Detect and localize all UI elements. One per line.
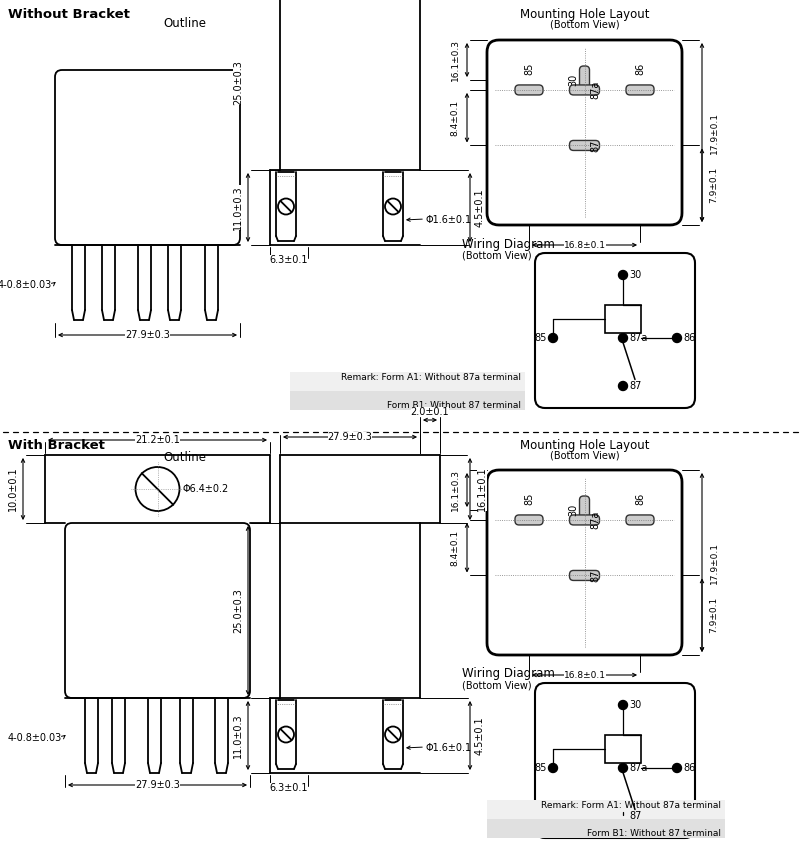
- Text: (Bottom View): (Bottom View): [462, 251, 532, 261]
- FancyBboxPatch shape: [570, 141, 599, 150]
- Text: Remark: Form A1: Without 87a terminal: Remark: Form A1: Without 87a terminal: [541, 801, 721, 809]
- Text: 6.3±0.1: 6.3±0.1: [270, 255, 308, 265]
- Text: (Bottom View): (Bottom View): [550, 451, 620, 461]
- Text: 87: 87: [590, 139, 601, 152]
- Text: 11.0±0.3: 11.0±0.3: [233, 186, 243, 230]
- Text: Φ1.6±0.1: Φ1.6±0.1: [425, 743, 471, 753]
- FancyBboxPatch shape: [515, 85, 543, 95]
- Text: 11.0±0.3: 11.0±0.3: [233, 713, 243, 758]
- FancyBboxPatch shape: [579, 496, 590, 524]
- Text: 25.0±0.3: 25.0±0.3: [233, 60, 243, 105]
- Text: Form B1: Without 87 terminal: Form B1: Without 87 terminal: [587, 828, 721, 837]
- Circle shape: [673, 764, 682, 772]
- Text: 10.0±0.1: 10.0±0.1: [8, 467, 18, 511]
- Text: 85: 85: [534, 763, 547, 773]
- Text: Φ6.4±0.2: Φ6.4±0.2: [182, 484, 229, 494]
- FancyBboxPatch shape: [626, 515, 654, 525]
- FancyBboxPatch shape: [626, 85, 654, 95]
- Text: 16.1±0.3: 16.1±0.3: [450, 469, 459, 511]
- Text: 16.8±0.1: 16.8±0.1: [563, 671, 606, 679]
- Text: 30: 30: [569, 504, 578, 516]
- Text: Remark: Form A1: Without 87a terminal: Remark: Form A1: Without 87a terminal: [341, 373, 521, 381]
- Bar: [605, 735, 641, 763]
- Text: 85: 85: [524, 63, 534, 75]
- Text: Mounting Hole Layout: Mounting Hole Layout: [520, 439, 650, 452]
- Text: 25.0±0.3: 25.0±0.3: [233, 588, 243, 633]
- Circle shape: [618, 701, 627, 709]
- Text: Φ1.6±0.1: Φ1.6±0.1: [425, 215, 471, 225]
- Text: With Bracket: With Bracket: [8, 439, 105, 452]
- FancyBboxPatch shape: [570, 570, 599, 581]
- Text: 87: 87: [629, 381, 642, 391]
- Circle shape: [618, 270, 627, 280]
- Text: 27.9±0.3: 27.9±0.3: [125, 330, 170, 340]
- Text: 86: 86: [683, 763, 695, 773]
- Text: 27.9±0.3: 27.9±0.3: [135, 780, 180, 790]
- Circle shape: [618, 381, 627, 390]
- Text: 87a: 87a: [590, 511, 601, 529]
- Bar: [487, 819, 725, 838]
- Text: 4.5±0.1: 4.5±0.1: [475, 716, 485, 755]
- Text: 16.8±0.1: 16.8±0.1: [563, 241, 606, 249]
- Text: 21.2±0.1: 21.2±0.1: [135, 435, 180, 445]
- Text: 87a: 87a: [629, 763, 647, 773]
- Text: 7.9±0.1: 7.9±0.1: [710, 167, 718, 204]
- FancyBboxPatch shape: [579, 66, 590, 94]
- Text: 86: 86: [635, 63, 645, 75]
- Circle shape: [618, 333, 627, 343]
- Text: 4.5±0.1: 4.5±0.1: [475, 188, 485, 227]
- Text: 85: 85: [524, 493, 534, 505]
- Text: 17.9±0.1: 17.9±0.1: [710, 541, 718, 583]
- Circle shape: [673, 333, 682, 343]
- Text: 30: 30: [629, 700, 642, 710]
- Text: 85: 85: [534, 333, 547, 343]
- Text: 4-0.8±0.03: 4-0.8±0.03: [8, 733, 62, 743]
- Text: 8.4±0.1: 8.4±0.1: [450, 99, 459, 135]
- FancyBboxPatch shape: [570, 85, 599, 95]
- Text: 30: 30: [629, 270, 642, 280]
- Bar: [290, 391, 525, 410]
- Text: 2.0±0.1: 2.0±0.1: [410, 407, 450, 417]
- Text: 87: 87: [590, 570, 601, 582]
- Circle shape: [549, 764, 558, 772]
- Bar: [487, 800, 725, 819]
- Text: Wiring Diagram: Wiring Diagram: [462, 238, 555, 251]
- Circle shape: [549, 333, 558, 343]
- Text: (Bottom View): (Bottom View): [462, 680, 532, 690]
- Text: Outline: Outline: [163, 17, 206, 30]
- FancyBboxPatch shape: [570, 515, 599, 525]
- Text: Wiring Diagram: Wiring Diagram: [462, 667, 555, 680]
- Text: 30: 30: [569, 74, 578, 86]
- Text: 16.1±0.3: 16.1±0.3: [450, 39, 459, 81]
- Text: 87: 87: [629, 811, 642, 821]
- Circle shape: [618, 764, 627, 772]
- Text: Mounting Hole Layout: Mounting Hole Layout: [520, 8, 650, 21]
- Text: 17.9±0.1: 17.9±0.1: [710, 111, 718, 154]
- Text: Outline: Outline: [163, 451, 206, 464]
- Text: 4-0.8±0.03: 4-0.8±0.03: [0, 280, 52, 290]
- Text: 6.3±0.1: 6.3±0.1: [270, 783, 308, 793]
- Bar: [605, 305, 641, 333]
- Text: 87a: 87a: [590, 81, 601, 99]
- Text: 8.4±0.1: 8.4±0.1: [450, 530, 459, 566]
- FancyBboxPatch shape: [515, 515, 543, 525]
- Text: Form B1: Without 87 terminal: Form B1: Without 87 terminal: [387, 400, 521, 410]
- Text: 7.9±0.1: 7.9±0.1: [710, 597, 718, 633]
- Text: (Bottom View): (Bottom View): [550, 20, 620, 30]
- Text: 27.9±0.3: 27.9±0.3: [327, 432, 373, 442]
- Circle shape: [618, 811, 627, 821]
- Text: 87a: 87a: [629, 333, 647, 343]
- Text: 86: 86: [635, 493, 645, 505]
- Text: 16.1±0.1: 16.1±0.1: [477, 467, 487, 511]
- Bar: [290, 372, 525, 391]
- Text: Without Bracket: Without Bracket: [8, 8, 130, 21]
- Text: 86: 86: [683, 333, 695, 343]
